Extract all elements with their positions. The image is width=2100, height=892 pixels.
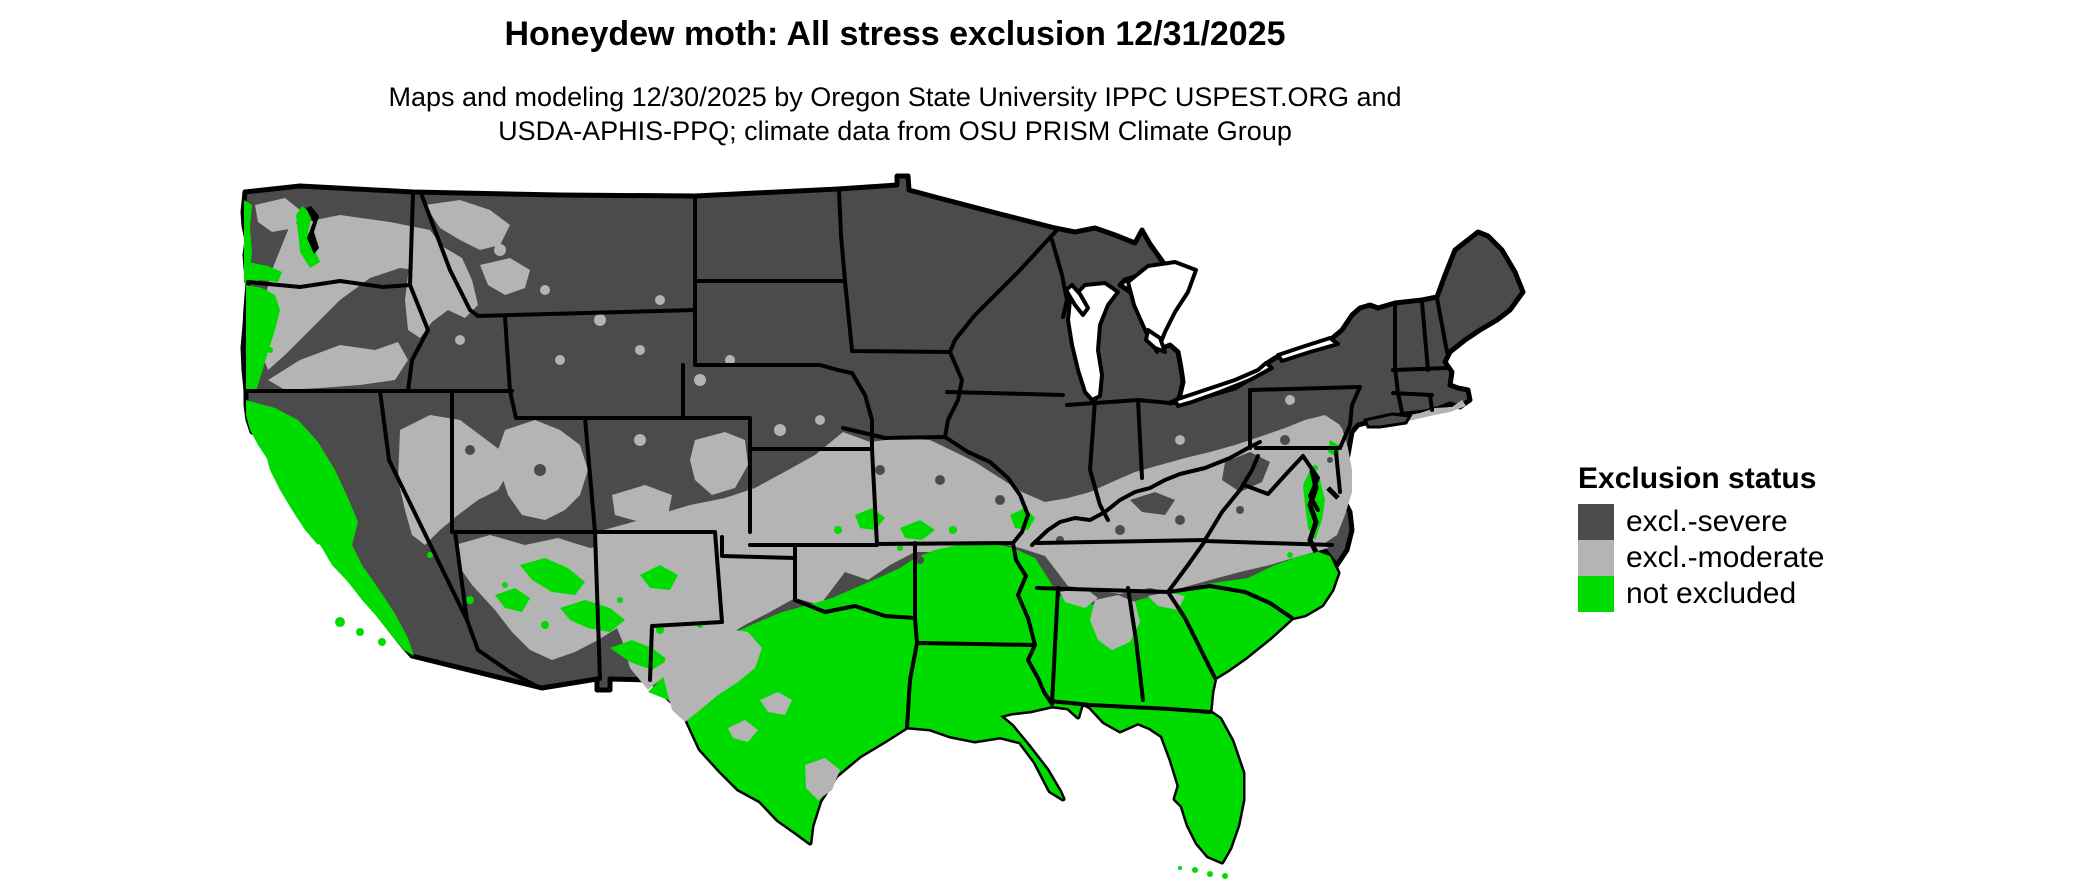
state-borders [244, 188, 1449, 729]
legend-swatch-not-excluded [1578, 576, 1614, 612]
legend-swatch-moderate [1578, 540, 1614, 576]
puget-sound [306, 206, 319, 254]
legend-label-severe: excl.-severe [1626, 505, 1788, 538]
attribution-line-1: Maps and modeling 12/30/2025 by Oregon S… [388, 82, 1402, 112]
legend-label-not-excluded: not excluded [1626, 577, 1797, 610]
legend-title: Exclusion status [1578, 462, 1817, 495]
legend-row-severe: excl.-severe [1578, 504, 1824, 540]
legend-row-not-excluded: not excluded [1578, 576, 1824, 612]
attribution-line-2: USDA-APHIS-PPQ; climate data from OSU PR… [498, 116, 1292, 146]
legend-row-moderate: excl.-moderate [1578, 540, 1824, 576]
great-lakes [1064, 260, 1340, 408]
zone-severe-islands [465, 435, 1333, 564]
map-title-text: Honeydew moth: All stress exclusion 12/3… [504, 15, 1286, 53]
page-title: Honeydew moth: All stress exclusion 12/3… [360, 14, 1430, 55]
legend-swatch-severe [1578, 504, 1614, 540]
map-attribution: Maps and modeling 12/30/2025 by Oregon S… [300, 80, 1490, 148]
legend: Exclusion status excl.-severe excl.-mode… [1578, 462, 1824, 612]
long-island [1362, 412, 1413, 429]
legend-label-moderate: excl.-moderate [1626, 541, 1825, 574]
